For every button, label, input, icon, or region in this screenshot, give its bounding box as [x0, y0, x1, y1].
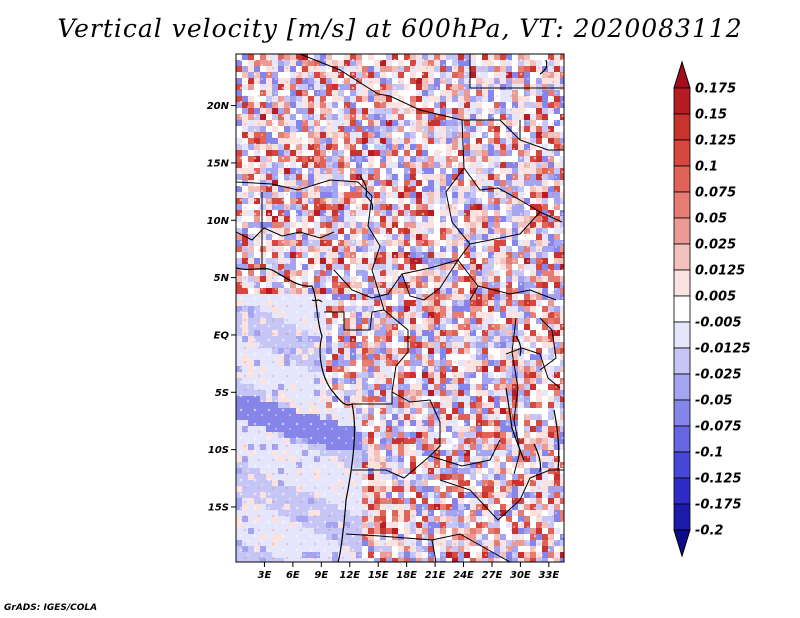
lat-tick-label: 5N	[214, 273, 230, 284]
lat-tick-label: 15S	[208, 502, 229, 513]
lat-tick-label: 10N	[207, 216, 230, 227]
colorbar-label: 0.05	[695, 212, 727, 227]
lon-tick-label: 33E	[538, 570, 559, 581]
colorbar-label: -0.0125	[695, 342, 751, 357]
lon-tick-label: 27E	[482, 570, 503, 581]
colorbar-label: -0.005	[695, 316, 742, 331]
colorbar-label: -0.125	[695, 472, 742, 487]
colorbar-segment	[673, 139, 691, 167]
lon-tick-label: 30E	[510, 570, 531, 581]
colorbar: 0.175 0.15 0.125 0.1 0.075 0.05 0.025 0.0125 0.0…	[673, 60, 751, 558]
colorbar-label: 0.1	[695, 160, 718, 175]
colorbar-segment	[673, 321, 691, 349]
colorbar-label: 0.075	[695, 186, 736, 201]
map-frame	[235, 53, 565, 563]
map-title: Vertical velocity [m/s] at 600hPa, VT: 2…	[57, 14, 743, 43]
colorbar-top-triangle	[673, 60, 691, 89]
lon-tick-label: 12E	[339, 570, 360, 581]
colorbar-label: 0.005	[695, 290, 736, 305]
lat-tick-label: EQ	[214, 330, 230, 341]
lat-tick-label: 20N	[207, 101, 230, 112]
colorbar-segment	[673, 425, 691, 453]
grads-credit: GrADS: IGES/COLA	[4, 603, 98, 613]
lon-tick-label: 21E	[425, 570, 446, 581]
colorbar-label: -0.1	[695, 446, 723, 461]
colorbar-label: -0.075	[695, 420, 742, 435]
colorbar-segment	[673, 113, 691, 141]
colorbar-segment	[673, 165, 691, 193]
lon-tick-label: 6E	[286, 570, 300, 581]
lon-tick-label: 18E	[396, 570, 417, 581]
latitude-ticks: 20N 15N 10N 5N EQ 5S 10S 15S	[207, 101, 236, 513]
colorbar-bottom-triangle	[673, 529, 691, 558]
map-field	[236, 54, 564, 562]
colorbar-label: -0.2	[695, 524, 723, 539]
colorbar-label: -0.175	[695, 498, 742, 513]
colorbar-segment	[673, 373, 691, 401]
country-borders	[236, 54, 564, 562]
colorbar-label: 0.15	[695, 108, 727, 123]
lon-tick-label: 3E	[258, 570, 272, 581]
colorbar-segment	[673, 295, 691, 323]
lat-tick-label: 15N	[207, 158, 230, 169]
colorbar-segment	[673, 269, 691, 297]
colorbar-segment	[673, 347, 691, 375]
colorbar-label: 0.125	[695, 134, 736, 149]
colorbar-segment	[673, 451, 691, 479]
colorbar-segment	[673, 191, 691, 219]
colorbar-label: -0.05	[695, 394, 732, 409]
lat-tick-label: 10S	[208, 445, 229, 456]
longitude-ticks: 3E 6E 9E 12E 15E 18E 21E 24E 27E 30E 33E	[258, 562, 559, 581]
colorbar-label: 0.0125	[695, 264, 745, 279]
lon-tick-label: 24E	[453, 570, 474, 581]
colorbar-label: -0.025	[695, 368, 742, 383]
colorbar-segment	[673, 503, 691, 531]
field-texture	[236, 54, 564, 562]
lon-tick-label: 9E	[314, 570, 328, 581]
colorbar-segment	[673, 87, 691, 115]
colorbar-label: 0.175	[695, 82, 736, 97]
colorbar-segment	[673, 399, 691, 427]
lon-tick-label: 15E	[368, 570, 389, 581]
lakes-and-coasts	[311, 59, 560, 473]
colorbar-label: 0.025	[695, 238, 736, 253]
colorbar-segment	[673, 243, 691, 271]
colorbar-segment	[673, 477, 691, 505]
colorbar-segment	[673, 217, 691, 245]
lat-tick-label: 5S	[215, 388, 229, 399]
